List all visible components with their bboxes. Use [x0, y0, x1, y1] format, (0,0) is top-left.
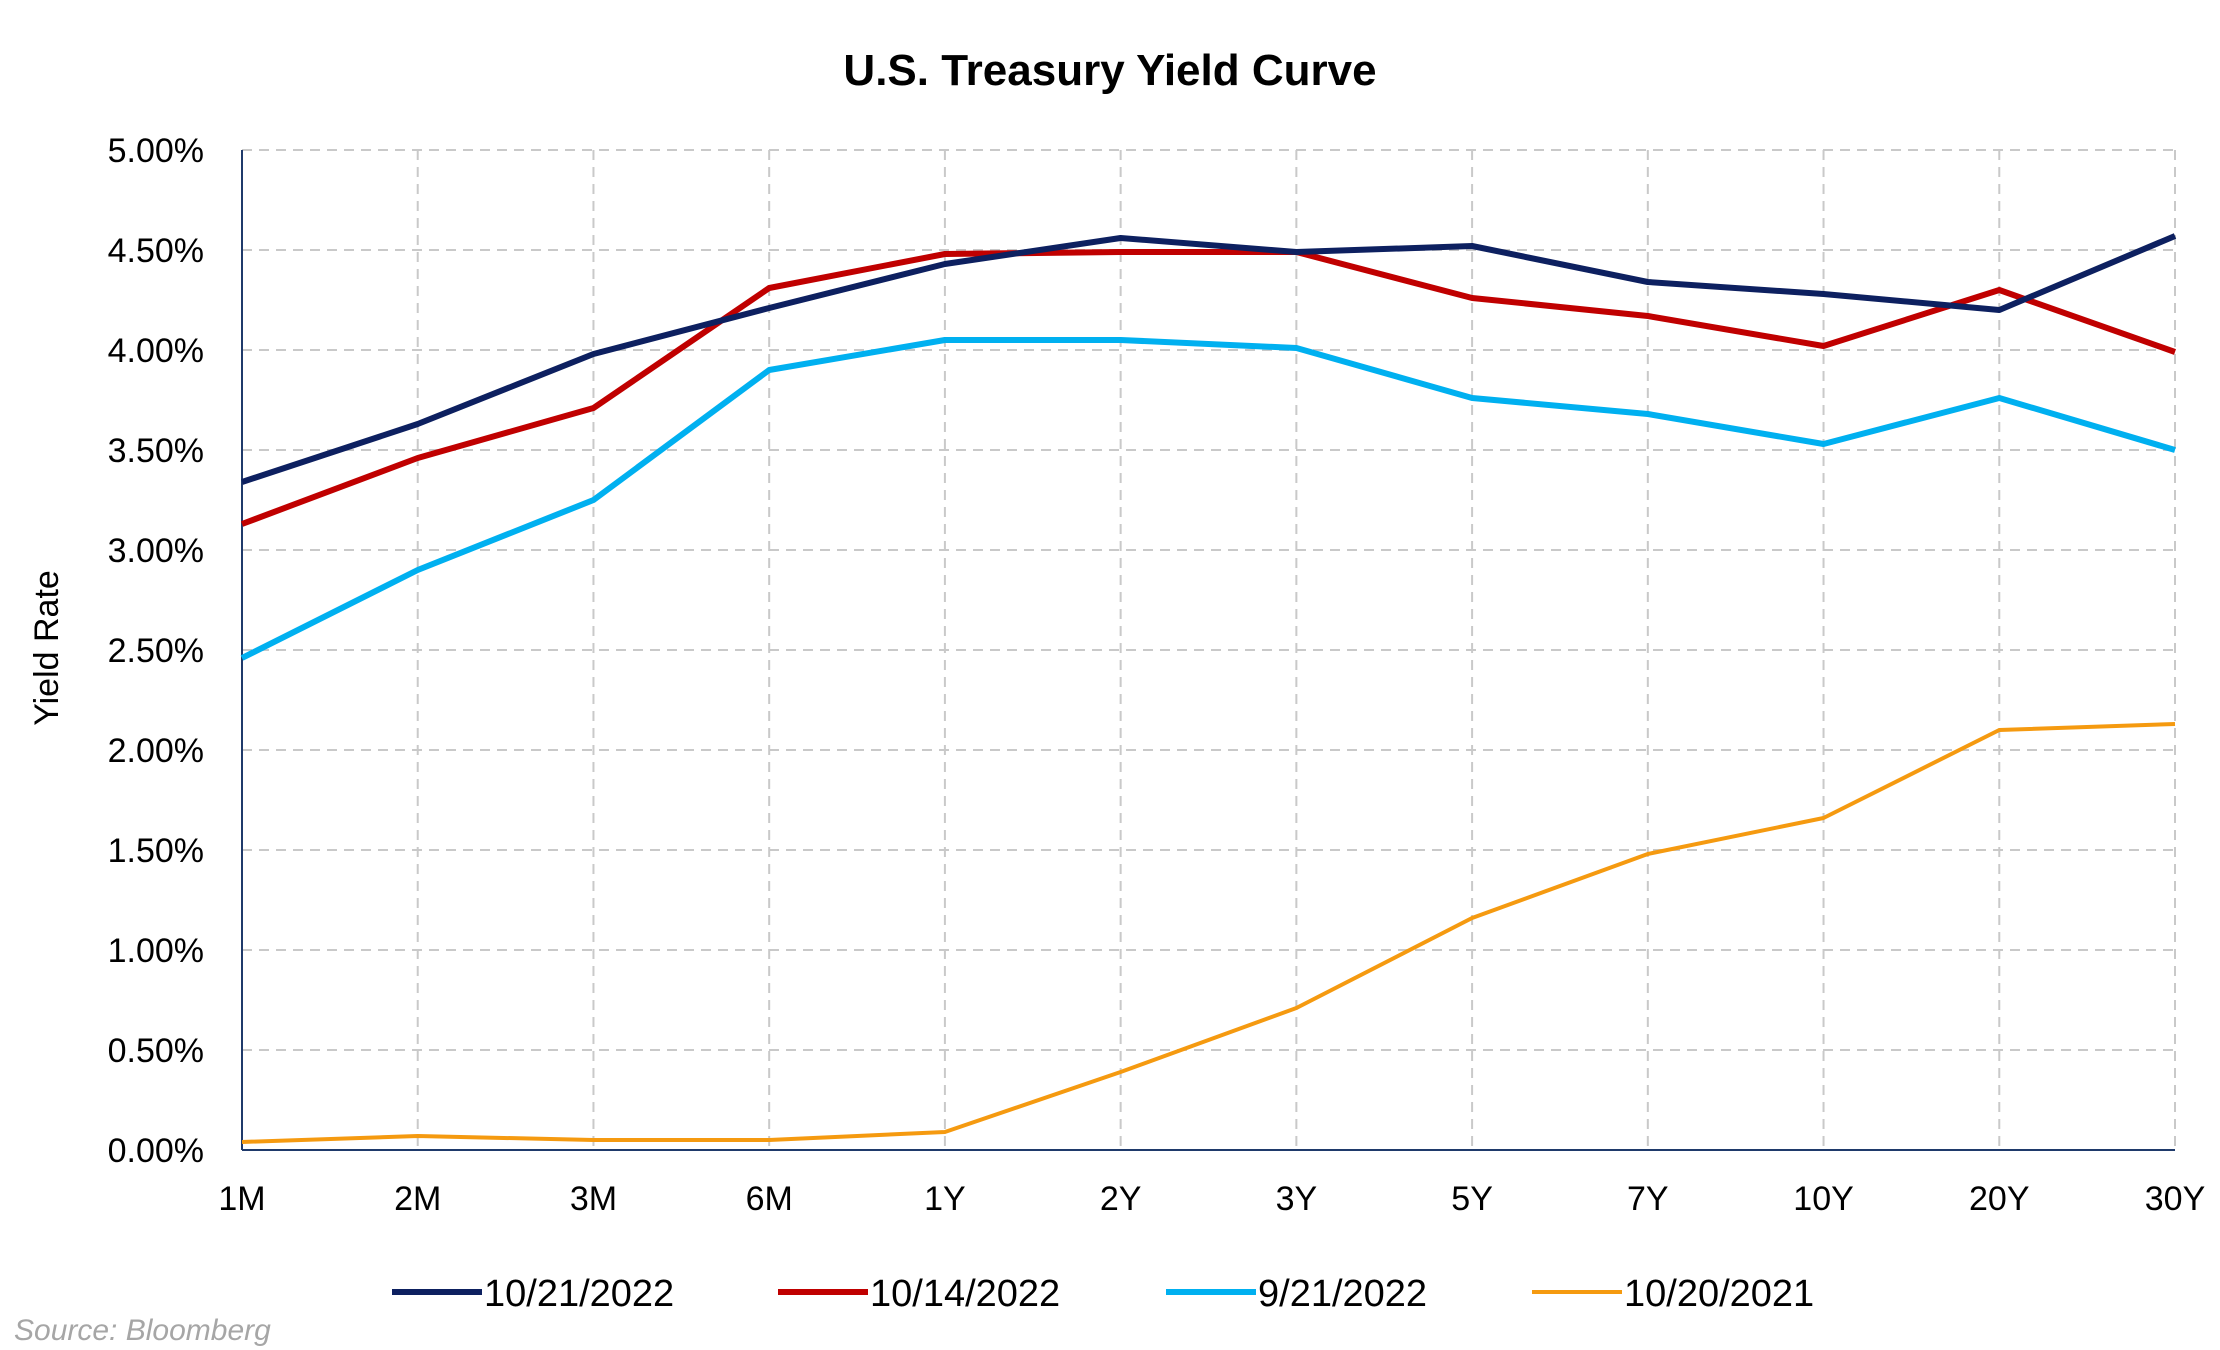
y-tick-label: 4.00%: [108, 332, 204, 370]
x-tick-label: 1M: [218, 1180, 265, 1218]
y-tick-label: 1.00%: [108, 932, 204, 970]
y-tick-labels: 0.00% 0.50% 1.00% 1.50% 2.00% 2.50% 3.00% 3.50%…: [108, 132, 204, 1170]
y-tick-label: 0.00%: [108, 1132, 204, 1170]
x-tick-label: 3M: [570, 1180, 617, 1218]
x-tick-label: 30Y: [2145, 1180, 2206, 1218]
y-tick-label: 3.00%: [108, 532, 204, 570]
y-tick-label: 2.00%: [108, 732, 204, 770]
legend: 10/21/2022 10/14/2022 9/21/2022 10/20/2021: [392, 1273, 1814, 1315]
legend-label: 10/20/2021: [1624, 1273, 1814, 1315]
x-tick-label: 1Y: [924, 1180, 966, 1218]
source-note: Source: Bloomberg: [14, 1314, 271, 1347]
x-tick-label: 3Y: [1276, 1180, 1318, 1218]
x-tick-label: 10Y: [1793, 1180, 1854, 1218]
y-axis-label: Yield Rate: [28, 570, 66, 726]
y-tick-label: 4.50%: [108, 232, 204, 270]
series-line-10-21-2022: [241, 233, 2177, 485]
y-tick-label: 1.50%: [108, 832, 204, 870]
legend-label: 10/14/2022: [870, 1273, 1060, 1315]
series-lines: [240, 233, 2177, 1144]
x-tick-label: 2M: [394, 1180, 441, 1218]
gridlines: [242, 149, 2176, 1150]
y-tick-label: 3.50%: [108, 432, 204, 470]
x-tick-label: 6M: [746, 1180, 793, 1218]
series-line-10-20-2021: [241, 722, 2176, 1144]
legend-label: 10/21/2022: [484, 1273, 674, 1315]
y-tick-label: 2.50%: [108, 632, 204, 670]
y-tick-label: 5.00%: [108, 132, 204, 170]
x-tick-labels: 1M 2M 3M 6M 1Y 2Y 3Y 5Y 7Y 10Y 20Y 30Y: [218, 1180, 2205, 1218]
legend-label: 9/21/2022: [1258, 1273, 1427, 1315]
axes: [241, 150, 2175, 1151]
series-line-9-21-2022: [240, 337, 2176, 661]
series-line-10-14-2022: [240, 249, 2176, 527]
x-tick-label: 2Y: [1100, 1180, 1142, 1218]
y-tick-label: 0.50%: [108, 1032, 204, 1070]
x-tick-label: 20Y: [1969, 1180, 2030, 1218]
x-tick-label: 7Y: [1627, 1180, 1669, 1218]
x-tick-label: 5Y: [1451, 1180, 1493, 1218]
chart-title: U.S. Treasury Yield Curve: [843, 46, 1376, 95]
